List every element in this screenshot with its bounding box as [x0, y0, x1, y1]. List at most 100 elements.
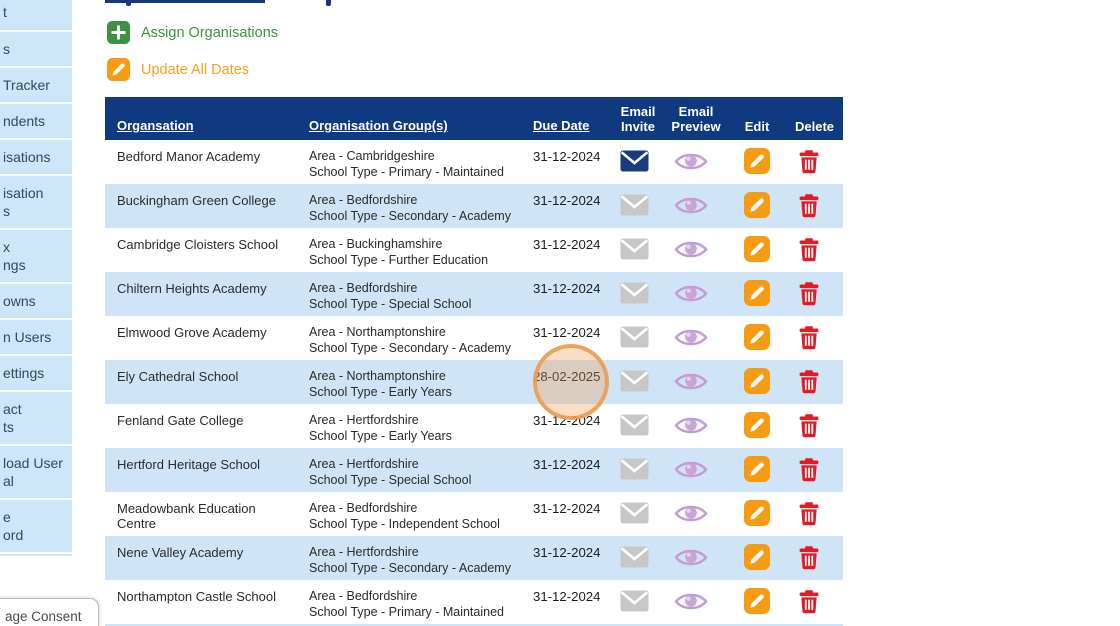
email-preview-button[interactable]: [674, 195, 708, 216]
email-invite-button[interactable]: [620, 414, 649, 436]
delete-button-cell: [786, 272, 843, 316]
email-preview-button[interactable]: [674, 371, 708, 392]
sidebar-item[interactable]: n Users: [0, 320, 72, 356]
edit-button[interactable]: [744, 500, 770, 526]
edit-button[interactable]: [744, 588, 770, 614]
organisation-groups: Area - Bedfordshire School Type - Primary…: [300, 580, 524, 624]
edit-button[interactable]: [744, 412, 770, 438]
column-header-label[interactable]: Organsation: [117, 118, 194, 133]
email-invite-button[interactable]: [620, 150, 649, 172]
delete-button[interactable]: [799, 457, 819, 482]
sidebar-item[interactable]: ettings: [0, 356, 72, 392]
due-date: 31-12-2024: [533, 545, 601, 560]
organisation-group-line: Area - Bedfordshire: [309, 281, 418, 295]
email-invite-button[interactable]: [620, 326, 649, 348]
sidebar-item[interactable]: owns: [0, 284, 72, 320]
email-preview-button[interactable]: [674, 283, 708, 304]
email-invite-button-cell: [612, 272, 664, 316]
delete-button[interactable]: [799, 413, 819, 438]
organisation-name: Fenland Gate College: [117, 413, 244, 428]
manage-consent-button[interactable]: age Consent: [0, 598, 99, 626]
sidebar-item[interactable]: load User al: [0, 446, 72, 500]
heading-letter-remnant: [126, 0, 131, 6]
edit-button[interactable]: [744, 236, 770, 262]
trash-icon: [799, 370, 819, 397]
email-invite-button[interactable]: [620, 194, 649, 216]
email-invite-button[interactable]: [620, 590, 649, 612]
sidebar-item[interactable]: t: [0, 0, 72, 32]
organisation-group-line: Area - Cambridgeshire: [309, 149, 435, 163]
delete-button-cell: [786, 360, 843, 404]
delete-button[interactable]: [799, 281, 819, 306]
table-row: Bedford Manor Academy Area - Cambridgeshi…: [105, 140, 843, 184]
sidebar-item-label: ndents: [3, 113, 46, 129]
column-header-label[interactable]: Organisation Group(s): [309, 118, 448, 133]
organisation-group-line: School Type - Early Years: [309, 384, 452, 399]
email-preview-button[interactable]: [674, 591, 708, 612]
edit-button[interactable]: [744, 456, 770, 482]
trash-icon: [799, 590, 819, 617]
sidebar-item[interactable]: x ngs: [0, 230, 72, 284]
sidebar-item[interactable]: ndents: [0, 104, 72, 140]
edit-button[interactable]: [744, 544, 770, 570]
column-header-label[interactable]: Due Date: [533, 118, 590, 133]
delete-button[interactable]: [799, 193, 819, 218]
email-invite-button[interactable]: [620, 282, 649, 304]
email-preview-button[interactable]: [674, 503, 708, 524]
sidebar-item-label: s: [3, 41, 10, 57]
organisation-group-line: School Type - Secondary - Academy: [309, 208, 511, 223]
sidebar-item-label: ord: [3, 527, 24, 543]
email-preview-button[interactable]: [674, 239, 708, 260]
email-invite-button[interactable]: [620, 370, 649, 392]
delete-button[interactable]: [799, 501, 819, 526]
email-invite-button[interactable]: [620, 458, 649, 480]
email-preview-button[interactable]: [674, 415, 708, 436]
delete-button[interactable]: [799, 369, 819, 394]
edit-button-cell: [728, 184, 786, 228]
email-invite-button-cell: [612, 184, 664, 228]
email-invite-button[interactable]: [620, 502, 649, 524]
due-date: 31-12-2024: [533, 501, 601, 516]
delete-button[interactable]: [799, 589, 819, 614]
sidebar-item[interactable]: e ord: [0, 500, 72, 554]
pencil-icon: [744, 236, 770, 265]
heading-underline: [105, 0, 265, 3]
email-invite-button[interactable]: [620, 238, 649, 260]
pencil-icon: [744, 280, 770, 309]
email-preview-button[interactable]: [674, 151, 708, 172]
sidebar-item[interactable]: act ts: [0, 392, 72, 446]
edit-button[interactable]: [744, 280, 770, 306]
edit-button[interactable]: [744, 324, 770, 350]
sidebar-item[interactable]: s: [0, 32, 72, 68]
organisation-name: Meadowbank Education Centre: [117, 501, 256, 531]
organisation-group-line: Area - Buckinghamshire: [309, 237, 443, 251]
update-all-dates-link[interactable]: Update All Dates: [107, 58, 249, 81]
column-header: Email Preview: [664, 104, 728, 140]
sidebar-item[interactable]: Tracker: [0, 68, 72, 104]
email-preview-button[interactable]: [674, 327, 708, 348]
table-row: Buckingham Green College Area - Bedfordsh…: [105, 184, 843, 228]
edit-button[interactable]: [744, 192, 770, 218]
organisation-group-line: School Type - Early Years: [309, 428, 452, 443]
envelope-icon: [620, 458, 649, 483]
edit-button[interactable]: [744, 368, 770, 394]
table-row: Meadowbank Education Centre Area - Bedfor…: [105, 492, 843, 536]
edit-button[interactable]: [744, 148, 770, 174]
due-date: 31-12-2024: [533, 193, 601, 208]
edit-button-cell: [728, 272, 786, 316]
delete-button[interactable]: [799, 545, 819, 570]
email-preview-button[interactable]: [674, 547, 708, 568]
delete-button[interactable]: [799, 325, 819, 350]
envelope-icon: [620, 194, 649, 219]
organisation-name: Nene Valley Academy: [117, 545, 244, 560]
assign-organisations-link[interactable]: Assign Organisations: [107, 21, 278, 44]
trash-icon: [799, 546, 819, 573]
sidebar-item[interactable]: isations: [0, 140, 72, 176]
email-invite-button[interactable]: [620, 546, 649, 568]
email-preview-button[interactable]: [674, 459, 708, 480]
delete-button[interactable]: [799, 237, 819, 262]
organisation-name: Buckingham Green College: [117, 193, 276, 208]
delete-button[interactable]: [799, 149, 819, 174]
due-date: 28-02-2025: [533, 369, 601, 384]
